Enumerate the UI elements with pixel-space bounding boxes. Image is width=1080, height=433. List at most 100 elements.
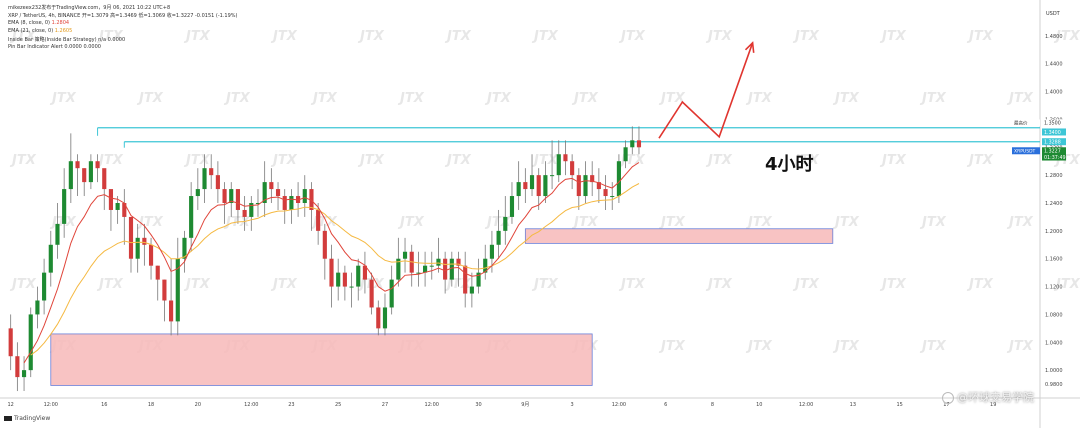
x-tick-label: 30	[475, 402, 481, 408]
candle-body	[509, 196, 515, 217]
watermark-text: JTX	[792, 29, 820, 44]
candle-body	[108, 189, 114, 210]
tv-logo-text: TradingView	[14, 415, 51, 422]
candle	[182, 230, 187, 273]
watermark-text: JTX	[531, 29, 559, 44]
watermark-text: JTX	[1006, 215, 1034, 230]
candle-body	[503, 216, 508, 231]
x-tick-label: 20	[195, 402, 201, 408]
y-tick-label: 1.4400	[1045, 62, 1063, 68]
candle-body	[556, 154, 561, 176]
candle-body	[630, 140, 635, 148]
candle-body	[195, 189, 200, 197]
candle	[509, 182, 515, 224]
candle-body	[543, 175, 548, 197]
candle-body	[356, 265, 361, 287]
x-tick-label: 8	[711, 402, 714, 408]
candle	[563, 140, 568, 176]
candle-body	[209, 168, 214, 176]
candle-body	[476, 272, 481, 287]
watermark-text: JTX	[9, 277, 37, 292]
candle-body	[349, 286, 354, 288]
tradingview-logo[interactable]: TradingView	[4, 415, 50, 422]
projection-arrowhead	[744, 41, 755, 53]
candle	[362, 251, 368, 294]
candle	[195, 168, 200, 210]
candle	[550, 140, 555, 190]
candle-body	[15, 356, 20, 378]
watermark-text: JTX	[966, 277, 994, 292]
watermark-text: JTX	[357, 153, 385, 168]
candle	[429, 251, 434, 280]
weibo-icon	[942, 392, 954, 404]
candle	[88, 154, 93, 190]
watermark-text: JTX	[658, 91, 686, 106]
candle	[616, 154, 621, 203]
candle	[610, 182, 615, 210]
price-tag-label-bg	[1012, 119, 1040, 127]
watermark-text: JTX	[444, 153, 472, 168]
candle-body	[436, 258, 441, 266]
weibo-watermark: @环球交易学院	[942, 389, 1034, 405]
x-tick-label: 17	[943, 402, 949, 408]
candle	[249, 196, 254, 231]
candle-body	[362, 265, 368, 280]
candle-body	[68, 161, 73, 190]
candle	[62, 168, 67, 238]
watermark-text: JTX	[571, 215, 599, 230]
candle-body	[449, 258, 454, 280]
watermark-text: JTX	[919, 339, 947, 354]
demand-zone-upper-demand	[524, 228, 834, 244]
candle	[102, 168, 107, 210]
symbol-line: XRP / TetherUS, 4h, BINANCE 开=1.3079 高=1…	[8, 13, 238, 19]
y-tick-label: 1.1600	[1045, 257, 1063, 263]
watermark-text: JTX	[658, 339, 686, 354]
watermark-text: JTX	[618, 153, 646, 168]
candle	[175, 237, 180, 336]
ema8-value: 1.2804	[51, 20, 70, 26]
y-tick-label: 1.4000	[1045, 90, 1063, 96]
candle-body	[289, 196, 294, 210]
candle-body	[463, 265, 468, 294]
candle	[369, 272, 374, 315]
y-tick-label: 1.0400	[1045, 340, 1063, 346]
candle-body	[8, 328, 13, 357]
candle	[75, 154, 80, 197]
watermark-text: JTX	[531, 277, 559, 292]
watermark-text: JTX	[183, 153, 211, 168]
watermark-text: JTX	[9, 153, 37, 168]
x-tick-label: 25	[335, 402, 341, 408]
candle-body	[342, 272, 347, 287]
candle-body	[88, 161, 93, 183]
watermark-text: JTX	[136, 215, 164, 230]
price-tag-bg	[1042, 138, 1066, 146]
watermark-layer: JTX JTX JTX JTX JTX JTX JTX JTX JTX JTX JTX JTX JTX J…	[9, 29, 1080, 354]
candle	[15, 342, 20, 392]
price-tag-value: 1.3288	[1044, 140, 1061, 146]
candle-body	[135, 237, 140, 259]
candle	[21, 356, 27, 392]
watermark-text: JTX	[1006, 91, 1034, 106]
candle	[623, 140, 628, 169]
candle	[389, 265, 394, 315]
x-tick-label: 3	[571, 402, 574, 408]
watermark-text: JTX	[397, 215, 425, 230]
price-tag-label-bg	[1012, 147, 1040, 155]
price-tag-value: 1.3500	[1044, 121, 1061, 127]
candle	[282, 189, 287, 224]
price-tag-label: XRPUSDT	[1014, 149, 1036, 155]
watermark-text: JTX	[397, 91, 425, 106]
candle-body	[48, 244, 53, 273]
candle-body	[570, 161, 575, 176]
candle-body	[369, 279, 374, 308]
watermark-text: JTX	[223, 91, 251, 106]
watermark-text: JTX	[183, 29, 211, 44]
candle	[469, 272, 474, 308]
candle-body	[489, 244, 494, 259]
candle-body	[396, 258, 401, 280]
ema21-value: 1.2605	[54, 28, 73, 34]
candle	[423, 251, 428, 287]
x-tick-label: 27	[382, 402, 388, 408]
